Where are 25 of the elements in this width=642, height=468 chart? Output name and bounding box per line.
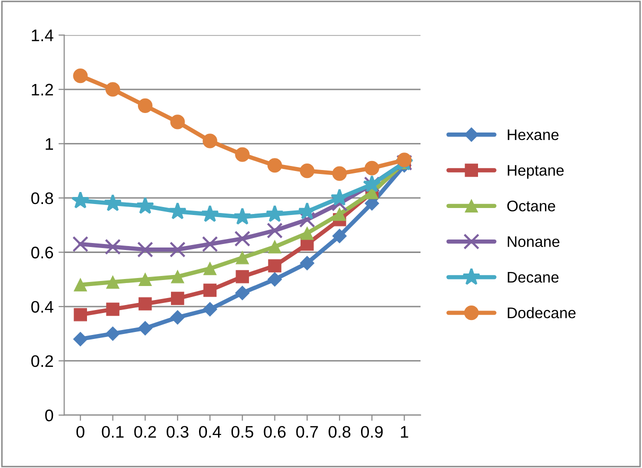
legend-label: Dodecane: [508, 307, 576, 318]
legend-label: Hexane: [508, 129, 559, 140]
x-tick-label: 0.3: [166, 426, 188, 438]
legend-label: Nonane: [508, 236, 560, 248]
legend-label: Octane: [507, 200, 556, 212]
y-tick-label: 0.2: [31, 355, 53, 368]
x-tick-label: 0.6: [264, 426, 286, 438]
y-tick-label: 1: [46, 138, 53, 150]
x-tick-label: 0.8: [328, 426, 350, 438]
y-tick-label: 1.4: [32, 30, 54, 42]
x-tick-label: 0.2: [134, 426, 156, 438]
x-tick-label: 0.9: [360, 426, 383, 438]
legend-label: Heptane: [508, 165, 564, 179]
x-tick-label: 0.1: [102, 426, 124, 438]
x-tick-label: 1: [400, 426, 408, 438]
y-tick-label: 0: [45, 410, 54, 422]
y-tick-label: 0.4: [31, 300, 54, 313]
y-tick-label: 1.2: [32, 84, 53, 96]
x-tick-label: 0.5: [231, 426, 254, 438]
y-tick-label: 0.6: [31, 246, 54, 258]
legend-label: Decane: [508, 272, 559, 283]
y-tick-label: 0.8: [31, 192, 54, 204]
x-tick-label: 0.7: [296, 426, 318, 438]
x-tick-label: 0.4: [199, 426, 222, 438]
x-tick-label: 0: [76, 426, 84, 438]
